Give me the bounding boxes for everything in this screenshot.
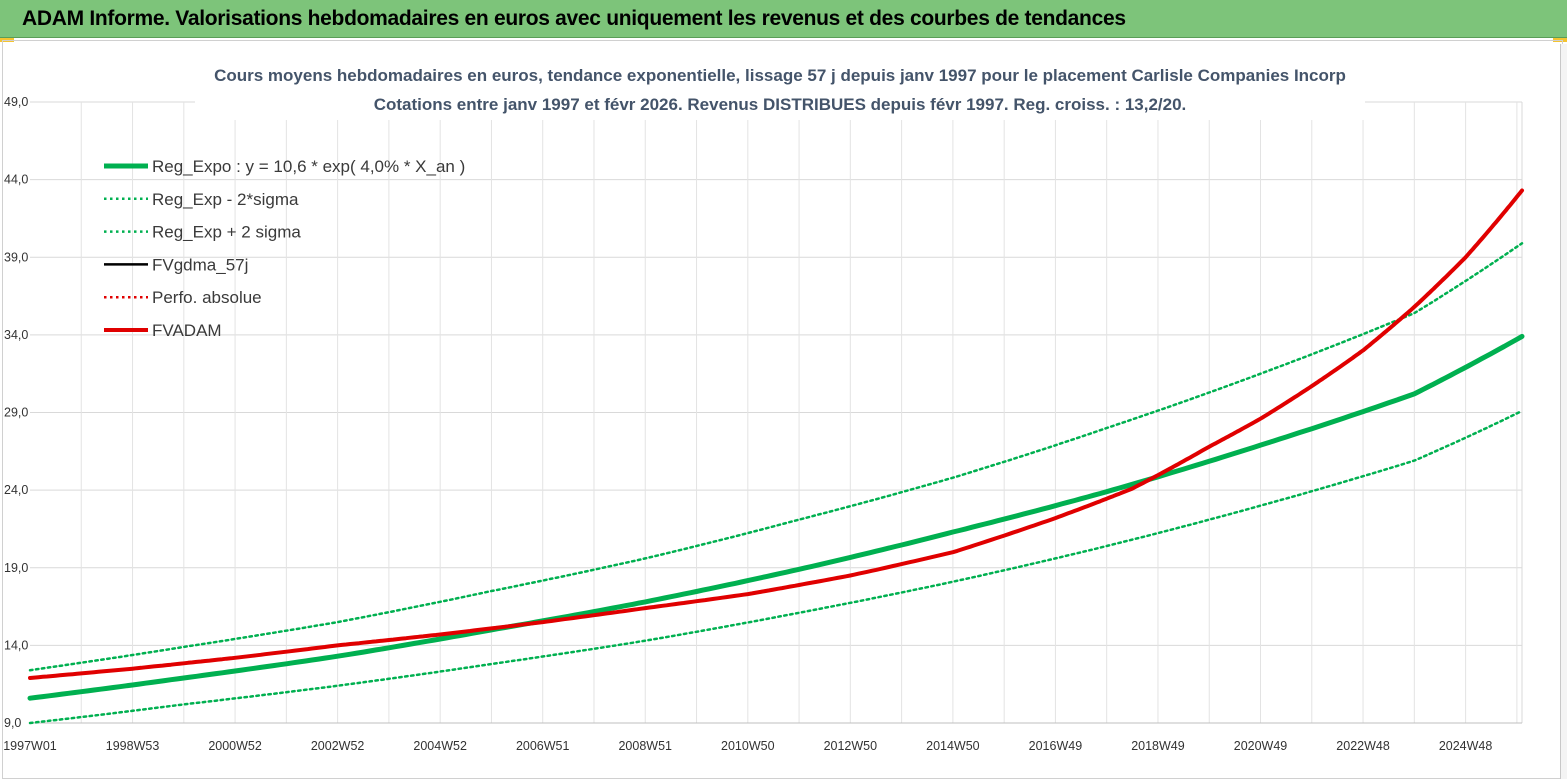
x-tick-label: 1998W53 — [106, 739, 160, 753]
y-tick-label: 39,0 — [4, 250, 28, 264]
x-tick-label: 1997W01 — [3, 739, 57, 753]
y-tick-label: 14,0 — [4, 638, 28, 652]
series-line-reg-expo-0 — [27, 333, 1525, 701]
x-tick-label: 2016W49 — [1029, 739, 1083, 753]
x-tick-label: 2000W52 — [208, 739, 262, 753]
legend-label: Perfo. absolue — [152, 288, 262, 307]
title-background — [195, 58, 1365, 120]
x-tick-label: 2022W48 — [1336, 739, 1390, 753]
x-tick-label: 2008W51 — [618, 739, 672, 753]
y-tick-label: 29,0 — [4, 406, 28, 420]
legend-label: FVADAM — [152, 321, 222, 340]
report-title: ADAM Informe. Valorisations hebdomadaire… — [22, 7, 1126, 30]
y-tick-label: 24,0 — [4, 483, 28, 497]
y-tick-label: 49,0 — [4, 95, 28, 109]
x-tick-label: 2004W52 — [413, 739, 467, 753]
legend-label: FVgdma_57j — [152, 255, 248, 274]
x-tick-label: 2006W51 — [516, 739, 570, 753]
legend-label: Reg_Exp + 2 sigma — [152, 223, 301, 242]
x-tick-label: 2014W50 — [926, 739, 980, 753]
x-tick-label: 2018W49 — [1131, 739, 1185, 753]
x-tick-label: 2010W50 — [721, 739, 775, 753]
x-tick-label: 2024W48 — [1439, 739, 1493, 753]
y-tick-label: 44,0 — [4, 173, 28, 187]
legend-label: Reg_Expo : y = 10,6 * exp( 4,0% * X_an ) — [152, 157, 465, 176]
x-tick-label: 2012W50 — [824, 739, 878, 753]
series-line-reg-exp-2 — [28, 242, 1524, 672]
chart-title-line2: Cotations entre janv 1997 et févr 2026. … — [374, 95, 1187, 114]
series-layer — [27, 188, 1525, 725]
y-tick-label: 34,0 — [4, 328, 28, 342]
y-tick-label: 19,0 — [4, 561, 28, 575]
series-line-reg-exp-1 — [28, 409, 1524, 725]
report-banner: ADAM Informe. Valorisations hebdomadaire… — [0, 0, 1567, 38]
series-line-fvadam-5 — [28, 188, 1524, 680]
window-edge — [1560, 44, 1567, 779]
y-axis-tick-labels: 9,0 14,0 19,0 24,0 29,0 34,0 39,0 44,0 49,0 — [4, 95, 28, 730]
y-tick-label: 9,0 — [4, 716, 21, 730]
legend: Reg_Expo : y = 10,6 * exp( 4,0% * X_an )… — [104, 157, 465, 340]
x-tick-label: 2002W52 — [311, 739, 365, 753]
x-axis-tick-labels: 1997W01 1998W53 2000W52 2002W52 2004W52 2006W… — [3, 739, 1492, 753]
chart-title-line1: Cours moyens hebdomadaires en euros, ten… — [214, 66, 1346, 85]
x-tick-label: 2020W49 — [1234, 739, 1288, 753]
legend-label: Reg_Exp - 2*sigma — [152, 190, 299, 209]
